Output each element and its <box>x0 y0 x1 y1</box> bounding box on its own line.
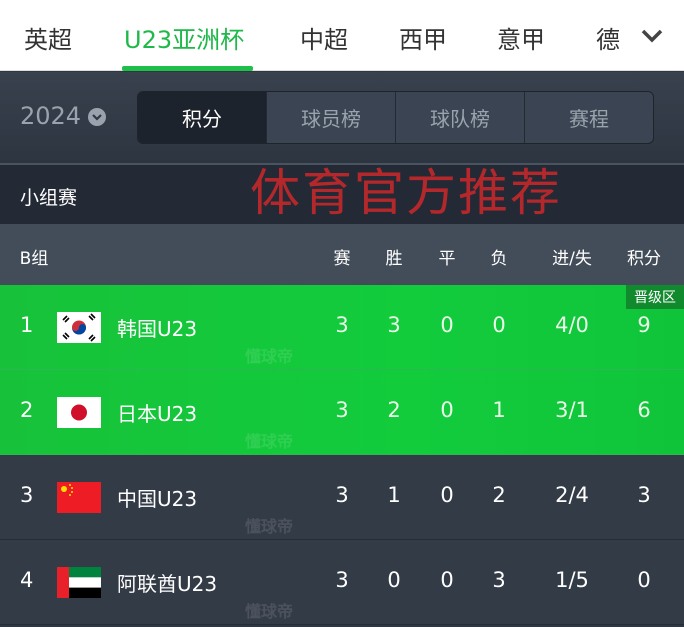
team-lost: 0 <box>492 313 506 337</box>
team-lost: 1 <box>492 398 506 422</box>
table-row[interactable]: 3 中国U23 懂球帝 3 1 0 2 2/4 3 <box>0 455 684 540</box>
table-row[interactable]: 4 阿联酋U23 懂球帝 3 0 0 3 1/5 0 <box>0 540 684 625</box>
team-played: 3 <box>335 313 349 337</box>
tab-team-rankings[interactable]: 球队榜 <box>395 92 524 143</box>
team-won: 1 <box>387 483 401 507</box>
team-played: 3 <box>335 483 349 507</box>
tab-player-rankings[interactable]: 球员榜 <box>266 92 395 143</box>
watermark-logo: 懂球帝 <box>245 602 294 621</box>
team-rank: 1 <box>20 313 34 337</box>
active-tab-indicator <box>122 66 253 71</box>
team-points: 3 <box>637 483 651 507</box>
team-points: 0 <box>637 568 651 592</box>
qualify-zone-badge: 晋级区 <box>626 285 684 309</box>
team-goals: 3/1 <box>555 398 589 422</box>
chevron-down-icon[interactable] <box>640 26 664 46</box>
table-row[interactable]: 1 韩国U23 懂球帝 3 3 0 0 4/0 9 晋级区 <box>0 285 684 370</box>
team-rank: 3 <box>20 483 34 507</box>
table-header: B组 赛 胜 平 负 进/失 积分 <box>0 224 684 285</box>
team-name[interactable]: 中国U23 <box>117 487 198 511</box>
uae-flag-icon <box>57 567 101 598</box>
team-goals: 1/5 <box>555 568 589 592</box>
team-drawn: 0 <box>440 313 454 337</box>
table-row[interactable]: 2 日本U23 懂球帝 3 2 0 1 3/1 6 <box>0 370 684 455</box>
team-goals: 4/0 <box>555 313 589 337</box>
tab-schedule[interactable]: 赛程 <box>524 92 653 143</box>
watermark-logo: 懂球帝 <box>245 517 294 536</box>
nav-csl[interactable]: 中超 <box>300 26 348 54</box>
team-lost: 2 <box>492 483 506 507</box>
korea-flag-icon <box>57 312 101 343</box>
team-drawn: 0 <box>440 483 454 507</box>
col-played: 赛 <box>333 249 351 269</box>
team-lost: 3 <box>492 568 506 592</box>
team-goals: 2/4 <box>555 483 589 507</box>
nav-u23-asian-cup[interactable]: U23亚洲杯 <box>124 26 245 54</box>
team-drawn: 0 <box>440 398 454 422</box>
tab-standings[interactable]: 积分 <box>138 92 266 143</box>
league-nav: 英超 U23亚洲杯 中超 西甲 意甲 德 <box>0 0 684 71</box>
view-tabs: 积分 球员榜 球队榜 赛程 <box>137 91 654 144</box>
nav-bundesliga[interactable]: 德 <box>596 26 620 54</box>
toolbar: 2024 积分 球员榜 球队榜 赛程 <box>0 72 684 163</box>
team-won: 3 <box>387 313 401 337</box>
col-drawn: 平 <box>438 249 456 269</box>
dropdown-icon[interactable] <box>88 108 106 126</box>
team-played: 3 <box>335 398 349 422</box>
china-flag-icon <box>57 482 101 513</box>
team-drawn: 0 <box>440 568 454 592</box>
season-selector[interactable]: 2024 <box>20 102 82 130</box>
team-points: 6 <box>637 398 651 422</box>
japan-flag-icon <box>57 397 101 428</box>
team-won: 0 <box>387 568 401 592</box>
nav-la-liga[interactable]: 西甲 <box>399 26 447 54</box>
stage-header: 小组赛 <box>0 163 684 224</box>
team-played: 3 <box>335 568 349 592</box>
team-name[interactable]: 阿联酋U23 <box>117 572 218 596</box>
col-goals: 进/失 <box>552 249 592 269</box>
col-lost: 负 <box>490 249 508 269</box>
team-points: 9 <box>637 313 651 337</box>
stage-title: 小组赛 <box>20 187 78 209</box>
team-rank: 4 <box>20 568 34 592</box>
watermark-logo: 懂球帝 <box>245 347 294 366</box>
nav-serie-a[interactable]: 意甲 <box>497 26 545 54</box>
team-rank: 2 <box>20 398 34 422</box>
group-label: B组 <box>19 249 49 269</box>
col-won: 胜 <box>385 249 403 269</box>
team-name[interactable]: 日本U23 <box>117 402 198 426</box>
team-name[interactable]: 韩国U23 <box>117 317 198 341</box>
nav-premier-league[interactable]: 英超 <box>24 26 72 54</box>
team-won: 2 <box>387 398 401 422</box>
col-points: 积分 <box>627 249 661 269</box>
watermark-logo: 懂球帝 <box>245 432 294 451</box>
